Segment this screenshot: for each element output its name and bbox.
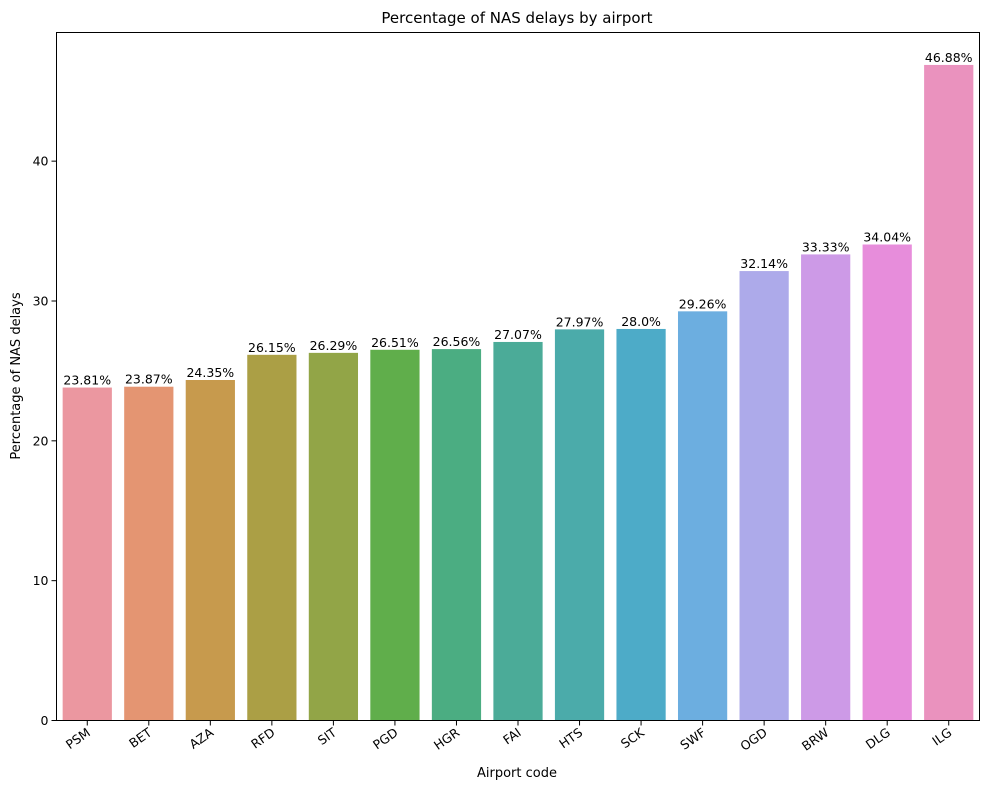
- bar-psm: [62, 387, 112, 721]
- bar-value-label: 33.33%: [802, 239, 850, 254]
- x-tick-label: HTS: [556, 725, 585, 752]
- bar-rfd: [247, 354, 297, 721]
- bar-value-label: 23.87%: [125, 372, 173, 387]
- x-tick-label: FAI: [500, 725, 524, 748]
- x-tick-label: DLG: [863, 725, 893, 752]
- x-tick-label: PGD: [370, 725, 401, 753]
- chart-title: Percentage of NAS delays by airport: [381, 9, 652, 27]
- bar-ilg: [924, 64, 974, 721]
- bar-value-label: 26.15%: [248, 340, 296, 355]
- x-axis-ticks: PSM BET AZA RFD SIT PGD HGR FAI HTS SCK SWF OGD BRW D…: [63, 720, 954, 754]
- bar-hgr: [431, 349, 482, 721]
- bar-sit: [308, 352, 359, 721]
- bar-pgd: [370, 349, 420, 721]
- bars-group: [62, 64, 974, 721]
- y-axis-title: Percentage of NAS delays: [9, 292, 24, 459]
- bar-labels-group: 23.81% 23.87% 24.35% 26.15% 26.29% 26.51% 26.5…: [63, 50, 972, 388]
- y-tick-label: 10: [33, 573, 49, 588]
- x-tick-label: PSM: [63, 725, 93, 752]
- bar-value-label: 29.26%: [679, 296, 727, 311]
- x-tick-label: SWF: [677, 725, 708, 753]
- bar-aza: [185, 379, 235, 721]
- bar-value-label: 23.81%: [63, 373, 111, 388]
- bar-value-label: 26.56%: [433, 334, 481, 349]
- bar-value-label: 26.29%: [310, 338, 358, 353]
- y-tick-label: 20: [33, 433, 49, 448]
- bar-value-label: 28.0%: [621, 314, 661, 329]
- bar-dlg: [862, 244, 912, 721]
- x-axis-title: Airport code: [477, 766, 557, 781]
- x-tick-label: SIT: [315, 724, 340, 748]
- y-axis-ticks: 0 10 20 30 40: [33, 154, 57, 728]
- bar-brw: [801, 254, 851, 721]
- bar-value-label: 34.04%: [863, 229, 911, 244]
- bar-value-label: 32.14%: [740, 256, 788, 271]
- bar-value-label: 24.35%: [186, 365, 234, 380]
- bar-value-label: 27.97%: [556, 314, 604, 329]
- x-tick-label: RFD: [248, 725, 278, 752]
- x-tick-label: OGD: [737, 725, 769, 754]
- x-tick-label: HGR: [431, 724, 463, 752]
- y-tick-label: 30: [33, 293, 49, 308]
- x-tick-label: SCK: [618, 724, 648, 751]
- bar-value-label: 26.51%: [371, 335, 419, 350]
- bar-fai: [493, 341, 543, 721]
- x-tick-label: AZA: [186, 724, 216, 751]
- bar-value-label: 46.88%: [925, 50, 973, 65]
- bar-ogd: [739, 271, 789, 721]
- x-tick-label: BRW: [799, 725, 831, 754]
- bar-value-label: 27.07%: [494, 327, 542, 342]
- x-tick-label: BET: [126, 724, 155, 750]
- bar-swf: [677, 311, 728, 721]
- y-tick-label: 40: [33, 154, 49, 169]
- x-tick-label: ILG: [929, 725, 954, 749]
- bar-hts: [554, 329, 605, 721]
- bar-sck: [616, 328, 666, 721]
- bar-bet: [124, 386, 174, 721]
- plot-frame: [56, 32, 980, 721]
- y-tick-label: 0: [41, 713, 49, 728]
